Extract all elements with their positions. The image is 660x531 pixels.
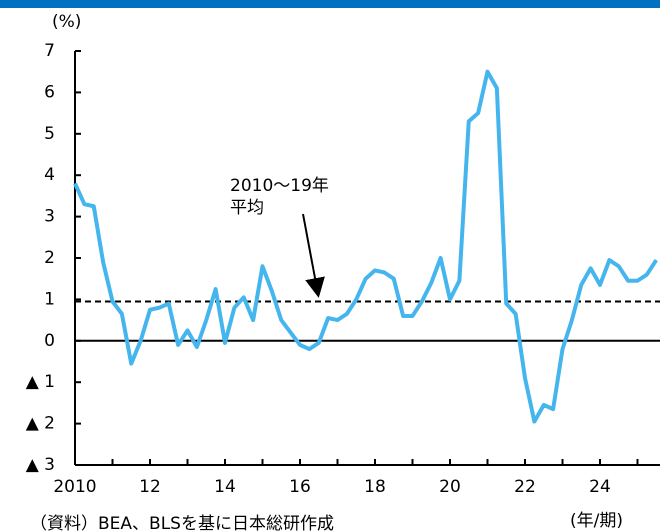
y-tick-label: ▲ 1	[26, 372, 55, 392]
x-tick-label: 18	[364, 477, 386, 497]
y-tick-label: ▲ 2	[26, 414, 55, 434]
annotation: 2010～19年	[230, 176, 329, 196]
y-tick-label: ▲ 3	[26, 455, 55, 475]
x-tick-label: 24	[589, 477, 611, 497]
x-unit: (年/期)	[570, 511, 623, 531]
x-tick-label: 20	[439, 477, 461, 497]
y-tick-label: 3	[44, 207, 55, 227]
x-tick-label: 2010	[53, 477, 96, 497]
y-tick-label: 0	[44, 331, 55, 351]
x-tick-label: 14	[214, 477, 236, 497]
x-tick-label: 12	[139, 477, 161, 497]
y-tick-label: 5	[44, 124, 55, 144]
y-tick-label: 4	[44, 165, 55, 185]
x-tick-label: 22	[514, 477, 536, 497]
annotation-arrow	[302, 213, 325, 298]
source: （資料）BEA、BLSを基に日本総研作成	[30, 514, 334, 531]
annotation: 平均	[230, 198, 264, 218]
y-tick-label: 7	[44, 41, 55, 61]
y-tick-label: 1	[44, 289, 55, 309]
y-tick-label: 2	[44, 248, 55, 268]
y-unit: (%)	[52, 12, 81, 32]
header-bar	[0, 0, 660, 8]
series-line	[73, 69, 658, 424]
x-tick-label: 16	[289, 477, 311, 497]
y-tick-label: 6	[44, 82, 55, 102]
